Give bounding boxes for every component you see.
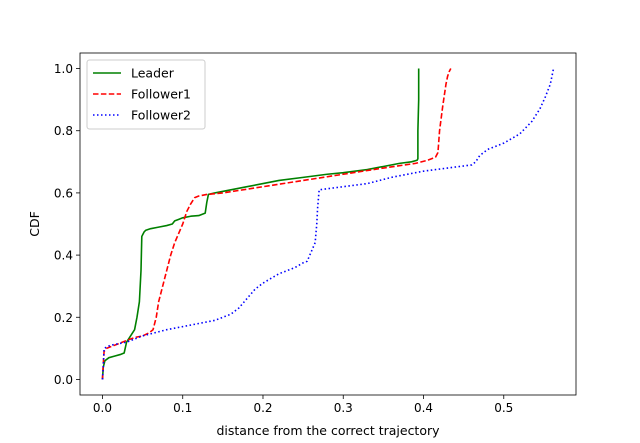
y-tick-label: 0.6 bbox=[54, 186, 73, 200]
y-axis: 0.0 0.2 0.4 0.6 0.8 1.0 bbox=[54, 62, 80, 387]
y-tick-label: 0.0 bbox=[54, 373, 73, 387]
x-tick-label: 0.3 bbox=[334, 401, 353, 415]
x-tick-label: 0.1 bbox=[173, 401, 192, 415]
series-layer bbox=[101, 68, 555, 380]
x-tick-label: 0.0 bbox=[93, 401, 112, 415]
y-tick-label: 0.2 bbox=[54, 311, 73, 325]
y-axis-label: CDF bbox=[27, 211, 42, 237]
x-tick-label: 0.2 bbox=[253, 401, 272, 415]
series-line-follower2 bbox=[101, 68, 555, 380]
legend: Leader Follower1 Follower2 bbox=[86, 59, 206, 130]
y-tick-label: 0.4 bbox=[54, 249, 73, 263]
series-line-follower1 bbox=[101, 68, 452, 380]
legend-label-follower1: Follower1 bbox=[131, 87, 191, 102]
plot-frame bbox=[79, 52, 577, 396]
y-tick-label: 1.0 bbox=[54, 62, 73, 76]
x-axis-label: distance from the correct trajectory bbox=[216, 423, 440, 438]
x-axis: 0.0 0.1 0.2 0.3 0.4 0.5 bbox=[93, 395, 513, 415]
legend-label-leader: Leader bbox=[131, 66, 175, 81]
y-tick-label: 0.8 bbox=[54, 124, 73, 138]
legend-label-follower2: Follower2 bbox=[131, 108, 191, 123]
x-tick-label: 0.5 bbox=[494, 401, 513, 415]
x-tick-label: 0.4 bbox=[414, 401, 433, 415]
legend-box bbox=[86, 59, 206, 130]
